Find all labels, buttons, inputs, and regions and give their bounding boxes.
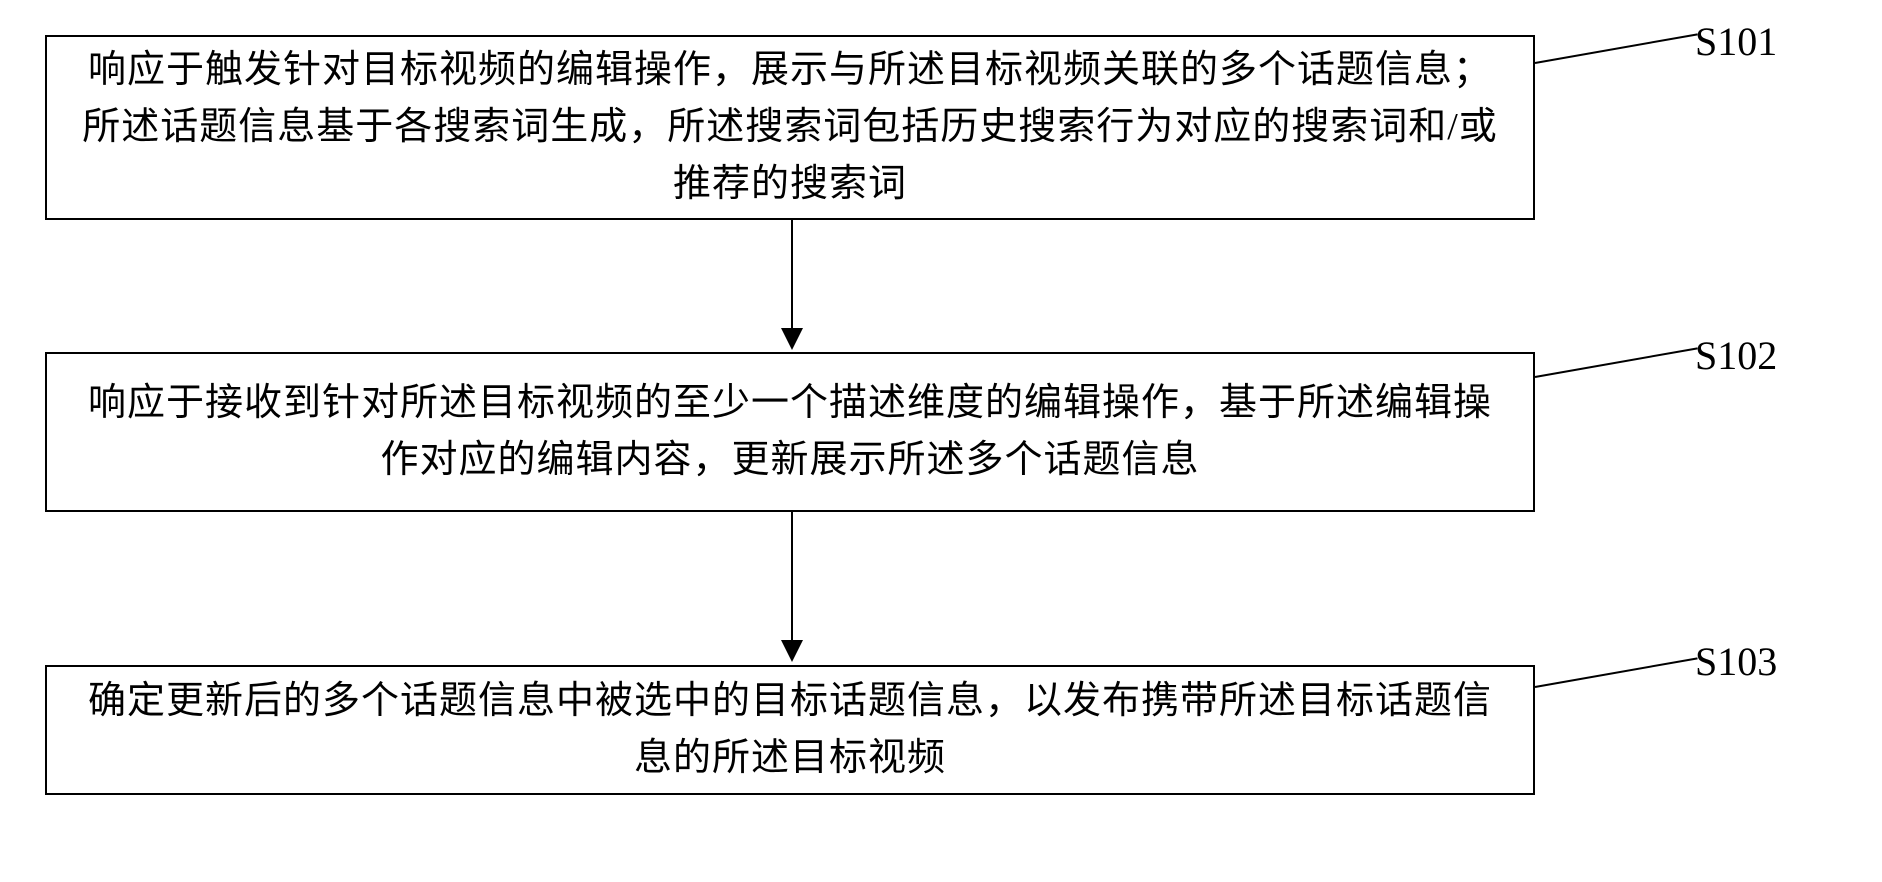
step-text-s101: 响应于触发针对目标视频的编辑操作，展示与所述目标视频关联的多个话题信息；所述话题…: [77, 42, 1503, 213]
connector-s101: [1535, 33, 1698, 64]
step-text-s103: 确定更新后的多个话题信息中被选中的目标话题信息，以发布携带所述目标话题信息的所述…: [77, 673, 1503, 787]
step-box-s103: 确定更新后的多个话题信息中被选中的目标话题信息，以发布携带所述目标话题信息的所述…: [45, 665, 1535, 795]
arrow-line-2: [791, 512, 793, 640]
step-box-s102: 响应于接收到针对所述目标视频的至少一个描述维度的编辑操作，基于所述编辑操作对应的…: [45, 352, 1535, 512]
flowchart-container: 响应于触发针对目标视频的编辑操作，展示与所述目标视频关联的多个话题信息；所述话题…: [0, 0, 1882, 882]
arrow-line-1: [791, 220, 793, 328]
arrow-head-2: [781, 640, 803, 662]
step-text-s102: 响应于接收到针对所述目标视频的至少一个描述维度的编辑操作，基于所述编辑操作对应的…: [77, 375, 1503, 489]
arrow-head-1: [781, 328, 803, 350]
step-box-s101: 响应于触发针对目标视频的编辑操作，展示与所述目标视频关联的多个话题信息；所述话题…: [45, 35, 1535, 220]
connector-s102: [1535, 347, 1698, 378]
step-label-s101: S101: [1695, 18, 1777, 65]
connector-s103: [1535, 657, 1698, 688]
step-label-s102: S102: [1695, 332, 1777, 379]
step-label-s103: S103: [1695, 638, 1777, 685]
arrow-1: [781, 220, 803, 350]
arrow-2: [781, 512, 803, 662]
